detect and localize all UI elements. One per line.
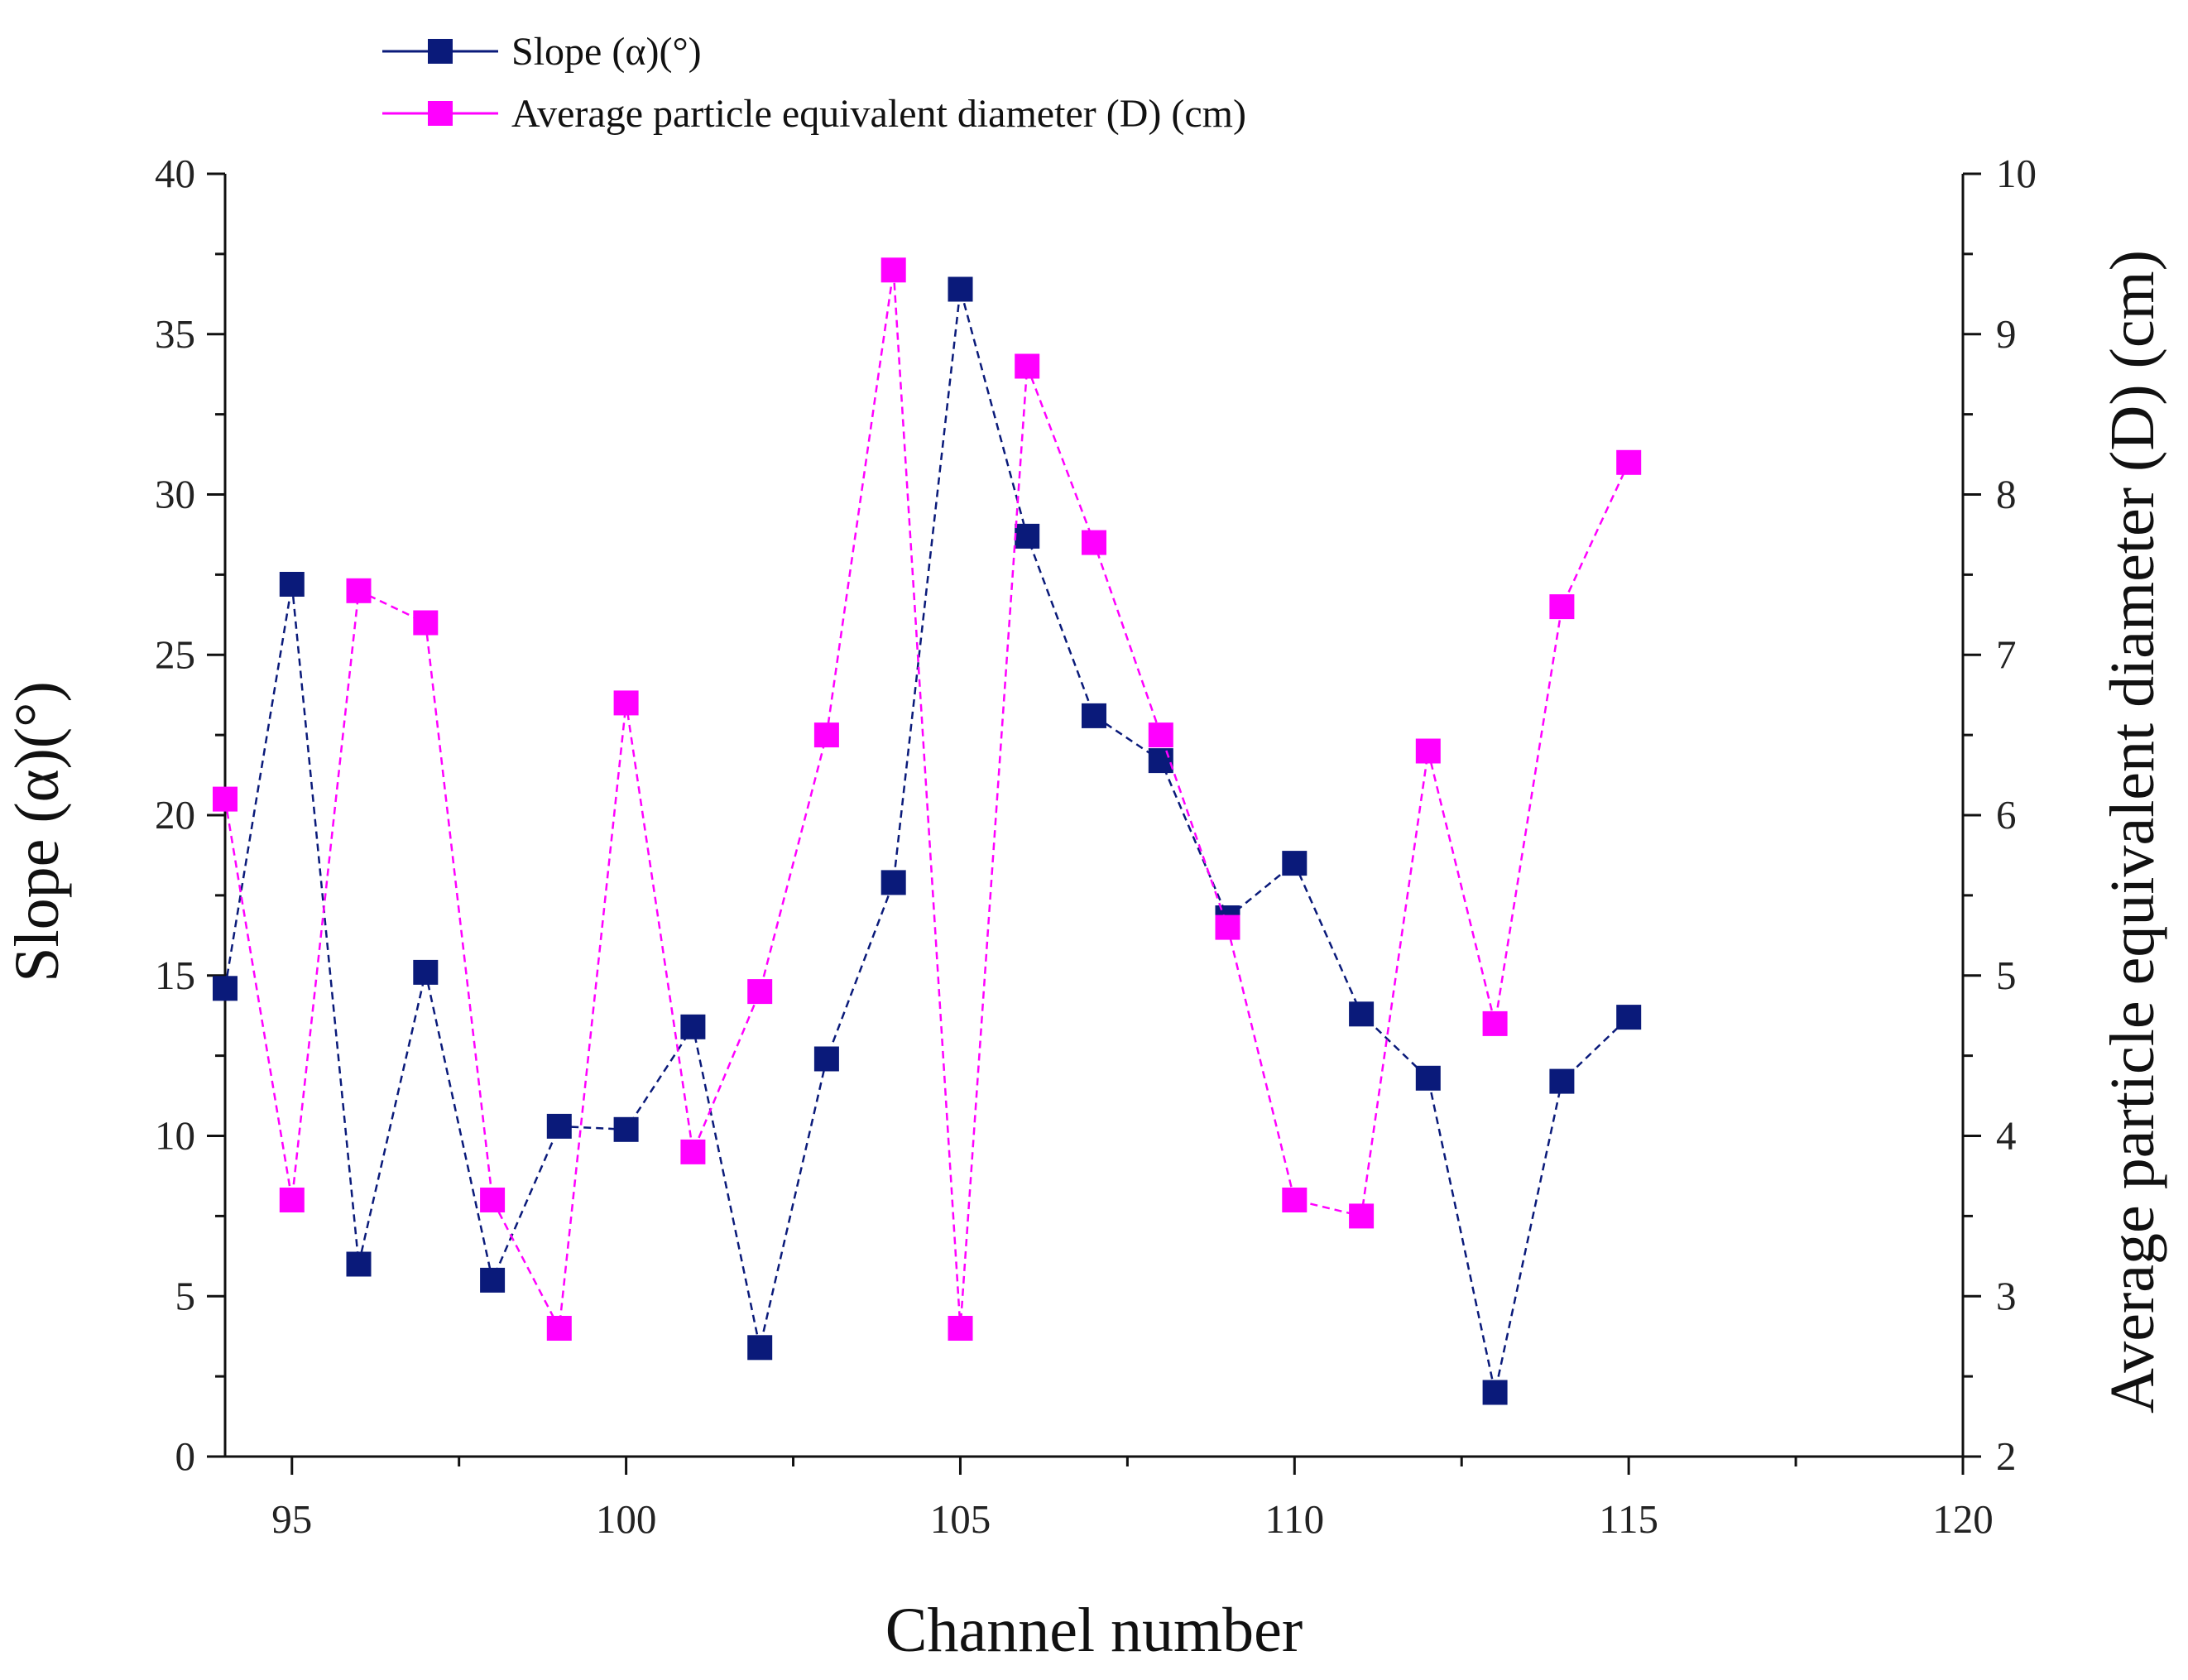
series-2-point: [1215, 914, 1240, 940]
y2-tick-label: 8: [1996, 472, 2017, 517]
legend-marker-2: [428, 101, 453, 126]
series-2-point: [1015, 353, 1040, 379]
series-2-point: [1082, 530, 1106, 555]
series-1-point: [948, 276, 973, 302]
series-1-point: [213, 976, 238, 1001]
series-line-1: [223, 289, 1630, 1393]
y-tick-label: 35: [155, 311, 195, 357]
series-2-point: [1616, 449, 1642, 475]
series-1-point: [279, 572, 305, 597]
x-axis-label: Channel number: [885, 1596, 1303, 1665]
y-tick-label: 30: [155, 472, 195, 517]
legend: Slope (α)(°) Average particle equivalent …: [382, 30, 1246, 136]
series-2-point: [948, 1316, 973, 1341]
series-1-point: [1549, 1068, 1575, 1094]
legend-label-2: Average particle equivalent diameter (D)…: [511, 92, 1246, 136]
legend-marker-1: [428, 39, 453, 64]
series-1-point: [813, 1046, 839, 1072]
series-1-point: [1148, 748, 1173, 774]
y-tick-label: 5: [175, 1273, 196, 1318]
series-2-point: [413, 610, 439, 636]
series-1-point: [613, 1116, 639, 1142]
series-1-point: [1415, 1065, 1441, 1091]
series-2-point: [747, 979, 773, 1005]
x-tick-label: 95: [271, 1496, 312, 1542]
y-tick-label: 40: [155, 151, 195, 196]
y2-tick-label: 5: [1996, 953, 2017, 998]
x-tick-label: 115: [1599, 1496, 1658, 1542]
series-2-point: [1482, 1010, 1508, 1036]
series-1-point: [1616, 1005, 1642, 1030]
series-1-point: [747, 1335, 773, 1361]
y2-axis-label: Average particle equivalent diameter (D)…: [2098, 250, 2167, 1414]
x-tick-label: 110: [1264, 1496, 1324, 1542]
y2-tick-label: 9: [1996, 311, 2017, 357]
series-1-point: [346, 1251, 372, 1277]
y-tick-label: 15: [155, 953, 195, 998]
y-tick-label: 25: [155, 631, 195, 677]
legend-label-1: Slope (α)(°): [511, 30, 702, 74]
series-2-point: [480, 1188, 506, 1212]
series-2-point: [880, 257, 906, 283]
y-axis-label: Slope (α)(°): [2, 681, 72, 982]
series-2-point: [213, 786, 238, 812]
series-2-point: [680, 1139, 706, 1164]
series-2-point: [1282, 1188, 1308, 1212]
series-1-point: [480, 1267, 506, 1293]
series-2-point: [613, 690, 639, 716]
series-1-point: [1349, 1001, 1375, 1027]
series-line-2: [223, 270, 1630, 1332]
y2-tick-label: 7: [1996, 631, 2017, 677]
series-1-point: [1482, 1380, 1508, 1405]
y2-tick-label: 4: [1996, 1113, 2017, 1159]
series-2-point: [1549, 594, 1575, 620]
x-tick-label: 120: [1932, 1496, 1994, 1542]
series-2-point: [279, 1188, 305, 1212]
series-1-point: [546, 1113, 572, 1139]
series-1-point: [1015, 523, 1040, 549]
series-2-point: [346, 578, 372, 603]
y-tick-label: 10: [155, 1113, 195, 1159]
y-tick-label: 20: [155, 792, 195, 838]
series-2-point: [546, 1316, 572, 1341]
series-1-point: [680, 1014, 706, 1039]
y2-tick-label: 3: [1996, 1273, 2017, 1318]
series-1-point: [1082, 703, 1106, 728]
series-2-point: [1415, 738, 1441, 764]
series-2-point: [1148, 722, 1173, 748]
series-2-point: [1349, 1203, 1375, 1229]
y-tick-label: 0: [175, 1433, 196, 1479]
y2-tick-label: 6: [1996, 792, 2017, 838]
y2-tick-label: 2: [1996, 1433, 2017, 1479]
x-tick-label: 100: [596, 1496, 657, 1542]
x-tick-label: 105: [930, 1496, 991, 1542]
y2-tick-label: 10: [1996, 151, 2037, 196]
axes-group: 95 100 105 110 115 120 0 5 10 15 20 25 30 35 40 2 3 4 5 6 7 8…: [155, 151, 2037, 1542]
series-1-point: [413, 959, 439, 985]
series-1-point: [1282, 851, 1308, 876]
series-1-point: [880, 870, 906, 895]
series-2-point: [813, 722, 839, 748]
series-group: [213, 257, 1642, 1405]
